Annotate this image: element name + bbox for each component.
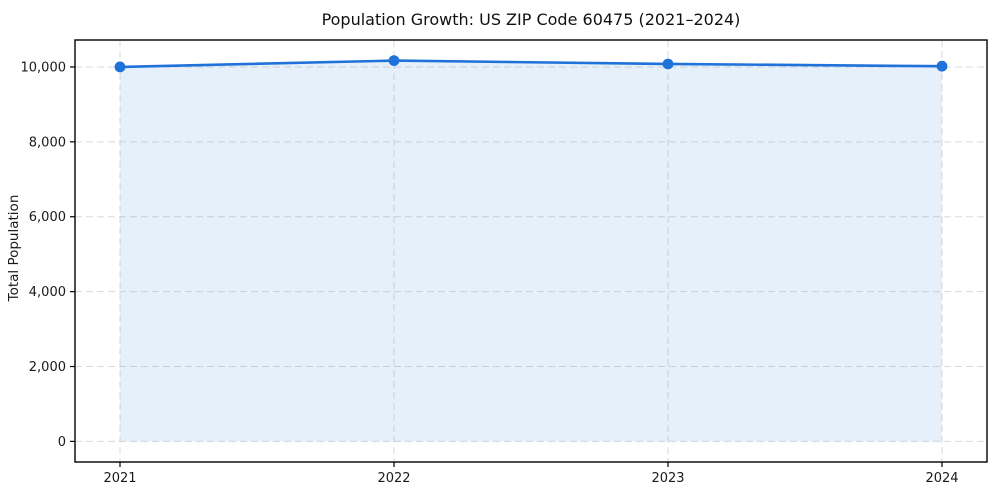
y-tick-label: 8,000 (29, 135, 66, 150)
x-tick-label: 2023 (651, 471, 684, 486)
y-tick-label: 2,000 (29, 360, 66, 375)
x-tick-label: 2024 (925, 471, 958, 486)
chart-title: Population Growth: US ZIP Code 60475 (20… (322, 10, 741, 29)
y-axis-label: Total Population (6, 195, 22, 303)
y-tick-label: 0 (58, 435, 66, 450)
plot-frame (74, 39, 988, 463)
data-line (118, 59, 944, 69)
data-point (114, 61, 126, 73)
data-point (388, 55, 400, 66)
area-fill (120, 60, 942, 442)
data-point (662, 58, 674, 70)
x-tick-label: 2022 (377, 471, 410, 486)
data-point (936, 60, 948, 72)
y-tick-label: 4,000 (29, 285, 66, 300)
plot-area: 0 2,000 4,000 6,000 8,000 10,000 2021 2022 2023 2… (21, 39, 988, 486)
y-tick-label: 10,000 (21, 60, 67, 75)
x-tick-label: 2021 (103, 471, 136, 486)
y-tick-label: 6,000 (29, 210, 66, 225)
